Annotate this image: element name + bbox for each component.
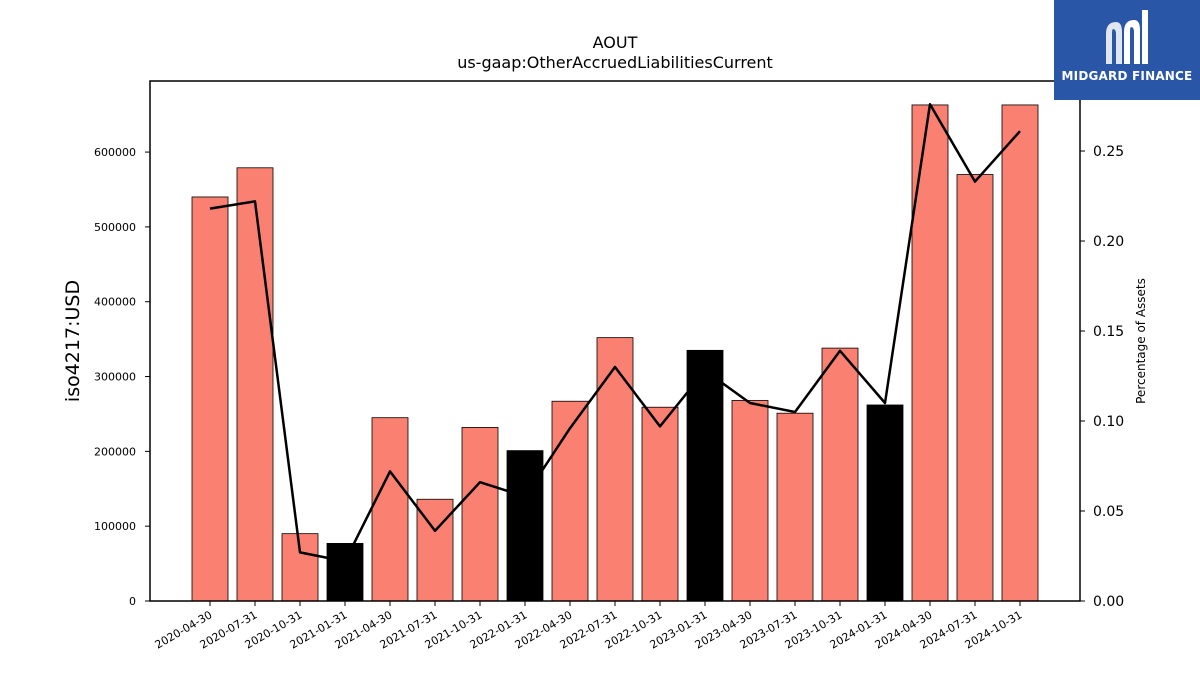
midgard-finance-logo: MIDGARD FINANCE [1054,0,1200,100]
y-tick-label: 200000 [94,445,136,458]
bar-2022-10-31 [641,406,679,602]
bar-2021-01-31 [326,542,364,602]
bar-series [191,104,1039,602]
bar-2023-04-30 [731,400,769,602]
bar-2023-01-31 [686,349,724,602]
y-tick-label: 400000 [94,296,136,309]
bar-2022-07-31 [596,337,634,602]
bar-2024-01-31 [866,404,904,602]
y-tick-label: 100000 [94,520,136,533]
y2-axis-label: Percentage of Assets [1134,278,1148,404]
y-tick-label: 500000 [94,221,136,234]
bar-2023-10-31 [821,347,859,602]
bar-2020-04-30 [191,196,229,602]
y2-tick-label: 0.20 [1093,234,1124,250]
bar-2024-10-31 [1001,104,1039,602]
bar-2022-01-31 [506,450,544,602]
y2-tick-label: 0.00 [1093,594,1124,610]
bar-2024-04-30 [911,104,949,602]
bar-2023-07-31 [776,412,814,602]
bar-2021-10-31 [461,427,499,602]
chart-title: AOUT [593,33,638,52]
y2-axis-ticks: 0.00 0.05 0.10 0.15 0.20 0.25 [1080,144,1124,610]
y2-tick-label: 0.10 [1093,414,1124,430]
bar-2021-04-30 [371,417,409,602]
percentage-of-assets-line [209,102,1021,563]
bar-2024-07-31 [956,174,994,602]
bar-2020-07-31 [236,167,274,602]
y-axis-label: iso4217:USD [62,280,84,402]
y-tick-label: 300000 [94,371,136,384]
y-tick-label: 0 [129,595,136,608]
y2-tick-label: 0.15 [1093,324,1124,340]
bar-2022-04-30 [551,400,589,602]
x-axis-ticks: 2020-04-302020-07-312020-10-312021-01-31… [153,601,1025,652]
logo-text: MIDGARD FINANCE [1061,69,1193,83]
midgard-logo-icon [1106,10,1148,64]
chart-subtitle: us-gaap:OtherAccruedLiabilitiesCurrent [457,53,773,72]
y2-tick-label: 0.05 [1093,504,1124,520]
y-tick-label: 600000 [94,146,136,159]
y2-tick-label: 0.25 [1093,144,1124,160]
line-series [209,102,1021,563]
y-axis-ticks: 0 100000 200000 300000 400000 500000 600000 [94,146,150,608]
